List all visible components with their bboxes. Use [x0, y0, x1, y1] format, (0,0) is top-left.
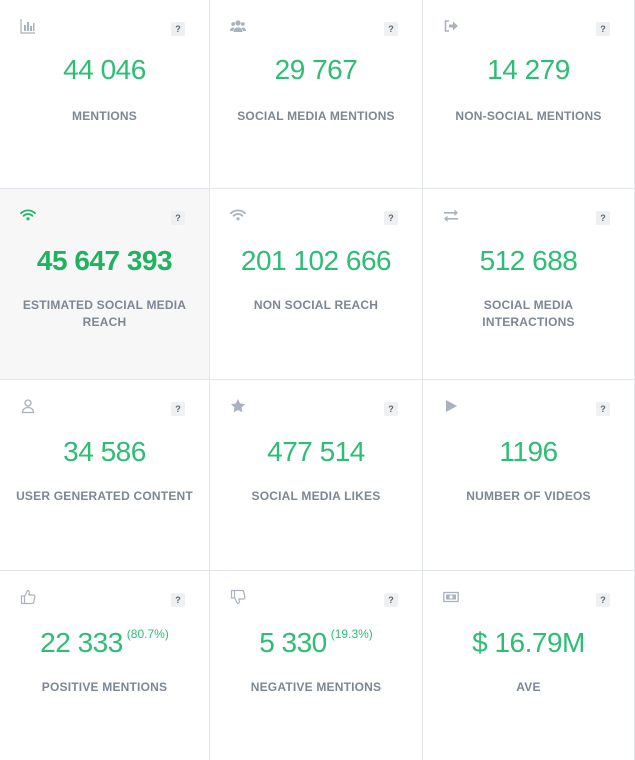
metric-label: SOCIAL MEDIA MENTIONS	[237, 109, 395, 123]
help-button[interactable]: ?	[384, 593, 398, 607]
metric-value: 512 688	[479, 245, 578, 276]
help-button[interactable]: ?	[171, 22, 185, 36]
metric-value: 29 767	[274, 54, 358, 85]
card-non-social-reach: ? 201 102 666 NON SOCIAL REACH	[210, 189, 423, 380]
metric-label: AVE	[516, 680, 541, 694]
metric-label: USER GENERATED CONTENT	[16, 489, 193, 503]
user-icon	[20, 398, 36, 414]
metric-number: 5 330	[259, 627, 327, 658]
metric-label: POSITIVE MENTIONS	[41, 680, 168, 694]
play-icon	[443, 398, 459, 414]
metric-value: 201 102 666	[240, 245, 392, 276]
metric-number: 22 333	[40, 627, 123, 658]
metric-label: NON-SOCIAL MENTIONS	[455, 109, 602, 123]
metric-value: $ 16.79M	[472, 627, 585, 658]
help-button[interactable]: ?	[596, 211, 610, 225]
exchange-icon	[443, 207, 459, 223]
metric-label: NON SOCIAL REACH	[253, 298, 379, 312]
card-social-media-mentions: ? 29 767 SOCIAL MEDIA MENTIONS	[210, 0, 423, 189]
help-button[interactable]: ?	[171, 211, 185, 225]
metric-value: 45 647 393	[36, 245, 173, 276]
card-social-media-likes: ? 477 514 SOCIAL MEDIA LIKES	[210, 380, 423, 571]
users-icon	[230, 18, 246, 34]
card-user-generated-content: ? 34 586 USER GENERATED CONTENT	[0, 380, 210, 571]
metric-percent: (19.3%)	[330, 627, 373, 641]
help-button[interactable]: ?	[596, 593, 610, 607]
help-button[interactable]: ?	[384, 402, 398, 416]
thumbs-down-icon	[230, 589, 246, 605]
metric-label: MENTIONS	[72, 109, 137, 123]
metric-value: 44 046	[63, 54, 146, 85]
money-icon	[443, 589, 459, 605]
metric-label: ESTIMATED SOCIAL MEDIA REACH	[22, 298, 187, 329]
metric-label: NEGATIVE MENTIONS	[250, 680, 382, 694]
help-button[interactable]: ?	[596, 402, 610, 416]
help-button[interactable]: ?	[384, 22, 398, 36]
thumbs-up-icon	[20, 589, 36, 605]
card-number-of-videos: ? 1196 NUMBER OF VIDEOS	[423, 380, 635, 571]
metric-value: 22 333 (80.7%)	[0, 627, 209, 659]
metric-value: 5 330 (19.3%)	[210, 627, 422, 659]
metric-label: SOCIAL MEDIA LIKES	[251, 489, 381, 503]
help-button[interactable]: ?	[596, 22, 610, 36]
metric-percent: (80.7%)	[126, 627, 169, 641]
card-social-media-interactions: ? 512 688 SOCIAL MEDIA INTERACTIONS	[423, 189, 635, 380]
help-button[interactable]: ?	[171, 593, 185, 607]
help-button[interactable]: ?	[384, 211, 398, 225]
metric-value: 477 514	[267, 436, 365, 467]
card-estimated-social-media-reach: ? 45 647 393 ESTIMATED SOCIAL MEDIA REAC…	[0, 189, 210, 380]
star-icon	[230, 398, 246, 414]
metric-value: 1196	[499, 436, 558, 467]
metric-value: 14 279	[487, 54, 570, 85]
card-non-social-mentions: ? 14 279 NON-SOCIAL MENTIONS	[423, 0, 635, 189]
card-mentions: ? 44 046 MENTIONS	[0, 0, 210, 189]
help-button[interactable]: ?	[171, 402, 185, 416]
metric-label: SOCIAL MEDIA INTERACTIONS	[482, 298, 575, 329]
wifi-icon	[20, 207, 36, 223]
bar-chart-icon	[20, 18, 36, 34]
card-ave: ? $ 16.79M AVE	[423, 571, 635, 760]
wifi-icon	[230, 207, 246, 223]
card-positive-mentions: ? 22 333 (80.7%) POSITIVE MENTIONS	[0, 571, 210, 760]
metric-value: 34 586	[63, 436, 146, 467]
sign-out-icon	[443, 18, 459, 34]
card-negative-mentions: ? 5 330 (19.3%) NEGATIVE MENTIONS	[210, 571, 423, 760]
metric-label: NUMBER OF VIDEOS	[466, 489, 591, 503]
